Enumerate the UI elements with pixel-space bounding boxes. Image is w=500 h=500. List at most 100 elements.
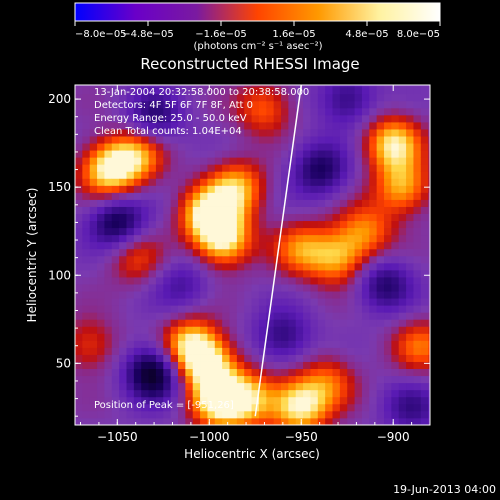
heatmap-cell [126, 312, 135, 320]
heatmap-cell [148, 114, 157, 123]
heatmap-cell [207, 241, 216, 250]
heatmap-cell [281, 164, 289, 172]
heatmap-cell [428, 85, 430, 88]
heatmap-cell [178, 241, 186, 250]
heatmap-cell [310, 100, 319, 109]
heatmap-cell [133, 157, 142, 165]
heatmap-cell [428, 136, 430, 144]
heatmap-cell [428, 227, 430, 236]
heatmap-cell [185, 185, 194, 193]
heatmap-cell [281, 178, 289, 186]
heatmap-cell [369, 410, 378, 419]
heatmap-cell [361, 326, 370, 334]
heatmap-cell [391, 368, 400, 377]
heatmap-cell [332, 199, 341, 207]
heatmap-cell [214, 284, 223, 292]
heatmap-cell [317, 241, 326, 250]
y-tick-label: 200 [48, 92, 71, 106]
heatmap-cell [126, 262, 135, 271]
heatmap-cell [192, 368, 201, 377]
heatmap-cell [82, 150, 91, 158]
heatmap-cell [155, 354, 164, 362]
heatmap-cell [97, 298, 105, 306]
heatmap-cell [236, 86, 245, 95]
heatmap-cell [258, 199, 267, 207]
heatmap-cell [361, 312, 370, 320]
heatmap-cell [339, 136, 348, 144]
heatmap-cell [317, 298, 326, 306]
heatmap-cell [347, 361, 355, 370]
heatmap-cell [97, 305, 105, 313]
heatmap-cell [207, 171, 216, 179]
heatmap-cell [281, 361, 289, 370]
heatmap-cell [376, 227, 385, 236]
heatmap-cell [214, 129, 223, 137]
heatmap-cell [222, 417, 230, 425]
heatmap-cell [222, 347, 230, 355]
heatmap-cell [413, 100, 422, 109]
heatmap-cell [119, 396, 127, 405]
heatmap-cell [325, 199, 333, 207]
heatmap-cell [281, 192, 289, 200]
heatmap-cell [310, 312, 319, 320]
heatmap-cell [104, 389, 113, 398]
heatmap-cell [325, 347, 333, 355]
heatmap-cell [133, 143, 142, 151]
heatmap-cell [185, 298, 194, 306]
heatmap-cell [133, 312, 142, 320]
heatmap-cell [75, 213, 83, 222]
heatmap-cell [361, 319, 370, 327]
heatmap-cell [155, 129, 164, 137]
heatmap-cell [281, 326, 289, 334]
heatmap-cell [119, 305, 127, 313]
heatmap-cell [347, 284, 355, 292]
heatmap-cell [288, 361, 297, 370]
heatmap-cell [119, 368, 127, 377]
heatmap-cell [361, 114, 370, 123]
heatmap-cell [200, 312, 208, 320]
heatmap-cell [89, 347, 98, 355]
heatmap-cell [317, 354, 326, 362]
heatmap-cell [361, 298, 370, 306]
heatmap-cell [339, 85, 348, 88]
heatmap-cell [111, 396, 120, 405]
heatmap-cell [391, 199, 400, 207]
heatmap-cell [185, 361, 194, 370]
heatmap-cell [207, 262, 216, 271]
heatmap-cell [369, 234, 378, 243]
heatmap-cell [428, 368, 430, 377]
heatmap-cell [200, 136, 208, 144]
heatmap-cell [244, 93, 252, 102]
heatmap-cell [207, 248, 216, 257]
heatmap-cell [82, 136, 91, 144]
heatmap-cell [317, 340, 326, 348]
heatmap-cell [214, 291, 223, 299]
heatmap-cell [295, 107, 304, 116]
heatmap-cell [222, 206, 230, 214]
heatmap-cell [222, 171, 230, 179]
heatmap-cell [339, 199, 348, 207]
heatmap-cell [89, 107, 98, 116]
heatmap-cell [295, 213, 304, 222]
heatmap-cell [339, 220, 348, 229]
heatmap-cell [111, 326, 120, 334]
heatmap-cell [398, 199, 407, 207]
heatmap-cell [192, 284, 201, 292]
heatmap-cell [148, 319, 157, 327]
heatmap-cell [111, 114, 120, 123]
heatmap-cell [251, 157, 260, 165]
heatmap-cell [266, 100, 275, 109]
heatmap-cell [141, 396, 149, 405]
heatmap-cell [192, 220, 201, 229]
heatmap-cell [111, 157, 120, 165]
heatmap-cell [258, 164, 267, 172]
heatmap-cell [384, 121, 392, 130]
heatmap-cell [89, 326, 98, 334]
heatmap-cell [325, 143, 333, 151]
heatmap-cell [207, 93, 216, 102]
heatmap-cell [155, 326, 164, 334]
heatmap-cell [207, 347, 216, 355]
heatmap-cell [376, 291, 385, 299]
heatmap-cell [317, 220, 326, 229]
heatmap-cell [339, 262, 348, 271]
